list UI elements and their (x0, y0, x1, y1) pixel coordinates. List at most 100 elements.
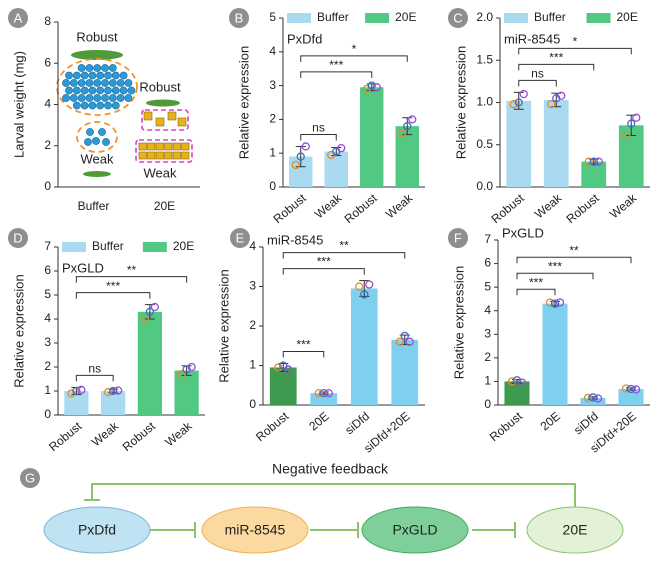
significance-label: ** (127, 263, 137, 277)
bar (542, 303, 568, 405)
egg (108, 79, 117, 87)
egg (77, 64, 86, 72)
data-point (552, 94, 561, 103)
bar (350, 288, 378, 405)
egg (98, 128, 106, 136)
data-point (403, 122, 412, 131)
data-point (182, 365, 191, 374)
significance-label: * (352, 42, 357, 56)
egg (93, 79, 102, 87)
egg (111, 71, 120, 80)
egg (85, 79, 94, 87)
data-point (72, 386, 81, 396)
pupa (138, 151, 147, 160)
data-point (408, 115, 417, 124)
egg (84, 138, 92, 146)
pupa (181, 151, 190, 160)
data-point (627, 119, 636, 128)
legend-swatch (142, 242, 167, 252)
data-point (593, 394, 603, 403)
data-point (588, 393, 598, 402)
illustration (56, 50, 193, 177)
panel-label: D (13, 230, 22, 245)
egg (111, 101, 120, 110)
diagram-title: Negative feedback (272, 461, 389, 477)
legend-label: 20E (617, 10, 638, 24)
x-tick-label: Weak (312, 190, 345, 221)
larva (146, 99, 180, 107)
y-tick-label: 1 (249, 358, 256, 372)
egg (104, 71, 112, 80)
data-point (367, 81, 376, 90)
legend-swatch (365, 13, 390, 23)
data-point (584, 157, 593, 166)
legend-swatch (287, 13, 311, 23)
pupa (172, 142, 181, 151)
pupa (164, 142, 173, 151)
significance-label: *** (106, 279, 120, 293)
box (141, 109, 189, 131)
egg (101, 64, 109, 72)
egg (96, 71, 105, 80)
egg (65, 86, 73, 95)
pupa (155, 151, 164, 160)
data-point (514, 98, 523, 107)
data-point (140, 314, 150, 324)
y-tick-label: 8 (44, 14, 51, 28)
y-tick-label: 2 (44, 138, 51, 152)
egg (69, 79, 78, 87)
panel-badge (20, 468, 40, 488)
bar (137, 311, 163, 415)
x-tick-label: Weak (532, 190, 565, 221)
diagram: Negative feedback PxDfd miR-8545 PxGLD 2… (43, 461, 624, 554)
node-label: PxGLD (392, 522, 437, 538)
y-tick-label: 4 (484, 303, 491, 317)
data-point (67, 389, 76, 398)
panel-badge (8, 8, 28, 28)
node (43, 506, 151, 554)
data-point (517, 378, 527, 387)
bar (269, 367, 297, 405)
eggs (62, 64, 190, 160)
data-point (583, 393, 593, 403)
significance-label: *** (529, 275, 543, 289)
subtitle: miR-8545 (504, 31, 560, 46)
significance-label: ** (339, 239, 349, 253)
bar (506, 100, 532, 187)
data-point (145, 307, 155, 316)
data-point (589, 157, 598, 166)
x-tick-label: siDfd (571, 409, 601, 437)
pupa (147, 151, 156, 160)
egg (92, 137, 100, 145)
data-point (113, 386, 123, 395)
significance-label: ns (531, 67, 544, 81)
legend-label: 20E (395, 10, 416, 24)
subtitle: PxDfd (287, 31, 322, 46)
annotation: Robust (139, 79, 181, 94)
y-tick-label: 4 (44, 311, 51, 325)
legend-label: Buffer (92, 239, 124, 253)
data-point (365, 280, 374, 289)
x-tick-label: Robust (120, 419, 159, 455)
egg (62, 79, 70, 87)
y-tick-label: 7 (44, 239, 51, 253)
egg (101, 94, 109, 102)
data-point (395, 337, 404, 346)
data-point (177, 370, 186, 379)
egg (88, 86, 97, 95)
y-tick-label: 3 (249, 279, 256, 293)
y-tick-label: 4 (249, 239, 256, 253)
significance-bracket (75, 374, 114, 382)
x-tick-label: Robust (564, 191, 603, 227)
ellipse (56, 58, 138, 116)
egg (77, 79, 86, 87)
egg (93, 64, 102, 72)
x-tick-label: Robust (253, 409, 292, 445)
panel-badge (229, 8, 249, 28)
egg (72, 86, 81, 95)
data-point (284, 365, 293, 374)
data-point (626, 384, 636, 394)
y-tick-label: 7 (484, 232, 491, 246)
data-point (372, 83, 381, 92)
